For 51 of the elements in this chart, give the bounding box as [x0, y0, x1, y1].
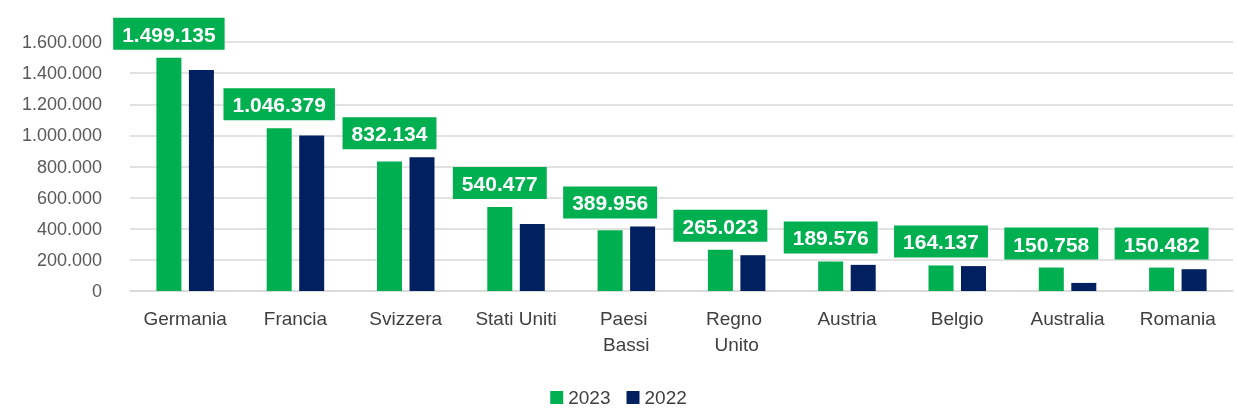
bar [961, 266, 986, 291]
bar [1181, 269, 1207, 291]
bar [377, 161, 402, 291]
data-label: 832.134 [351, 122, 428, 146]
legend-label: 2023 [568, 387, 611, 408]
x-tick-label: Germania [143, 307, 228, 329]
bar [707, 249, 733, 291]
bar [188, 70, 214, 291]
bar [487, 206, 513, 291]
bar [630, 226, 656, 291]
x-tick-label: Regno Unito [706, 307, 768, 355]
data-label: 540.477 [461, 171, 538, 195]
data-label: 1.499.135 [122, 22, 216, 46]
bar [597, 230, 623, 291]
bar [156, 57, 182, 291]
y-tick-label: 400.000 [36, 218, 102, 239]
data-label: 189.576 [792, 226, 869, 250]
bar [409, 157, 435, 291]
data-label: 389.956 [572, 191, 649, 215]
x-tick-label: Stati Uniti [475, 307, 557, 329]
y-tick-label: 1.600.000 [21, 32, 102, 52]
x-tick-label: Australia [1030, 307, 1105, 329]
data-label: 164.137 [903, 230, 979, 254]
x-tick-label: Svizzera [369, 307, 443, 329]
x-tick-label: Francia [263, 307, 328, 329]
x-tick-label: Paesi Bassi [599, 307, 653, 355]
x-tick-label: Romania [1139, 307, 1217, 329]
data-label: 1.046.379 [232, 93, 326, 117]
bar [740, 255, 766, 291]
x-tick-label: Austria [817, 307, 877, 329]
y-tick-label: 600.000 [36, 187, 102, 208]
bar [850, 264, 876, 291]
data-label: 150.758 [1013, 232, 1090, 256]
bar [299, 135, 325, 291]
bar [1149, 267, 1175, 291]
y-tick-label: 1.200.000 [21, 94, 102, 115]
bar [266, 128, 292, 291]
x-tick-label: Belgio [930, 307, 984, 329]
data-label: 150.482 [1123, 232, 1200, 256]
bar [928, 265, 954, 291]
legend-label: 2022 [644, 387, 687, 408]
y-tick-label: 0 [91, 281, 102, 301]
bar [519, 224, 545, 291]
bar [1038, 267, 1064, 291]
y-tick-label: 1.400.000 [21, 63, 102, 84]
data-label: 265.023 [682, 214, 759, 238]
y-tick-label: 800.000 [36, 156, 102, 177]
y-tick-label: 200.000 [36, 249, 102, 270]
bar [818, 261, 844, 291]
bar [1071, 282, 1097, 291]
y-tick-label: 1.000.000 [21, 125, 102, 146]
